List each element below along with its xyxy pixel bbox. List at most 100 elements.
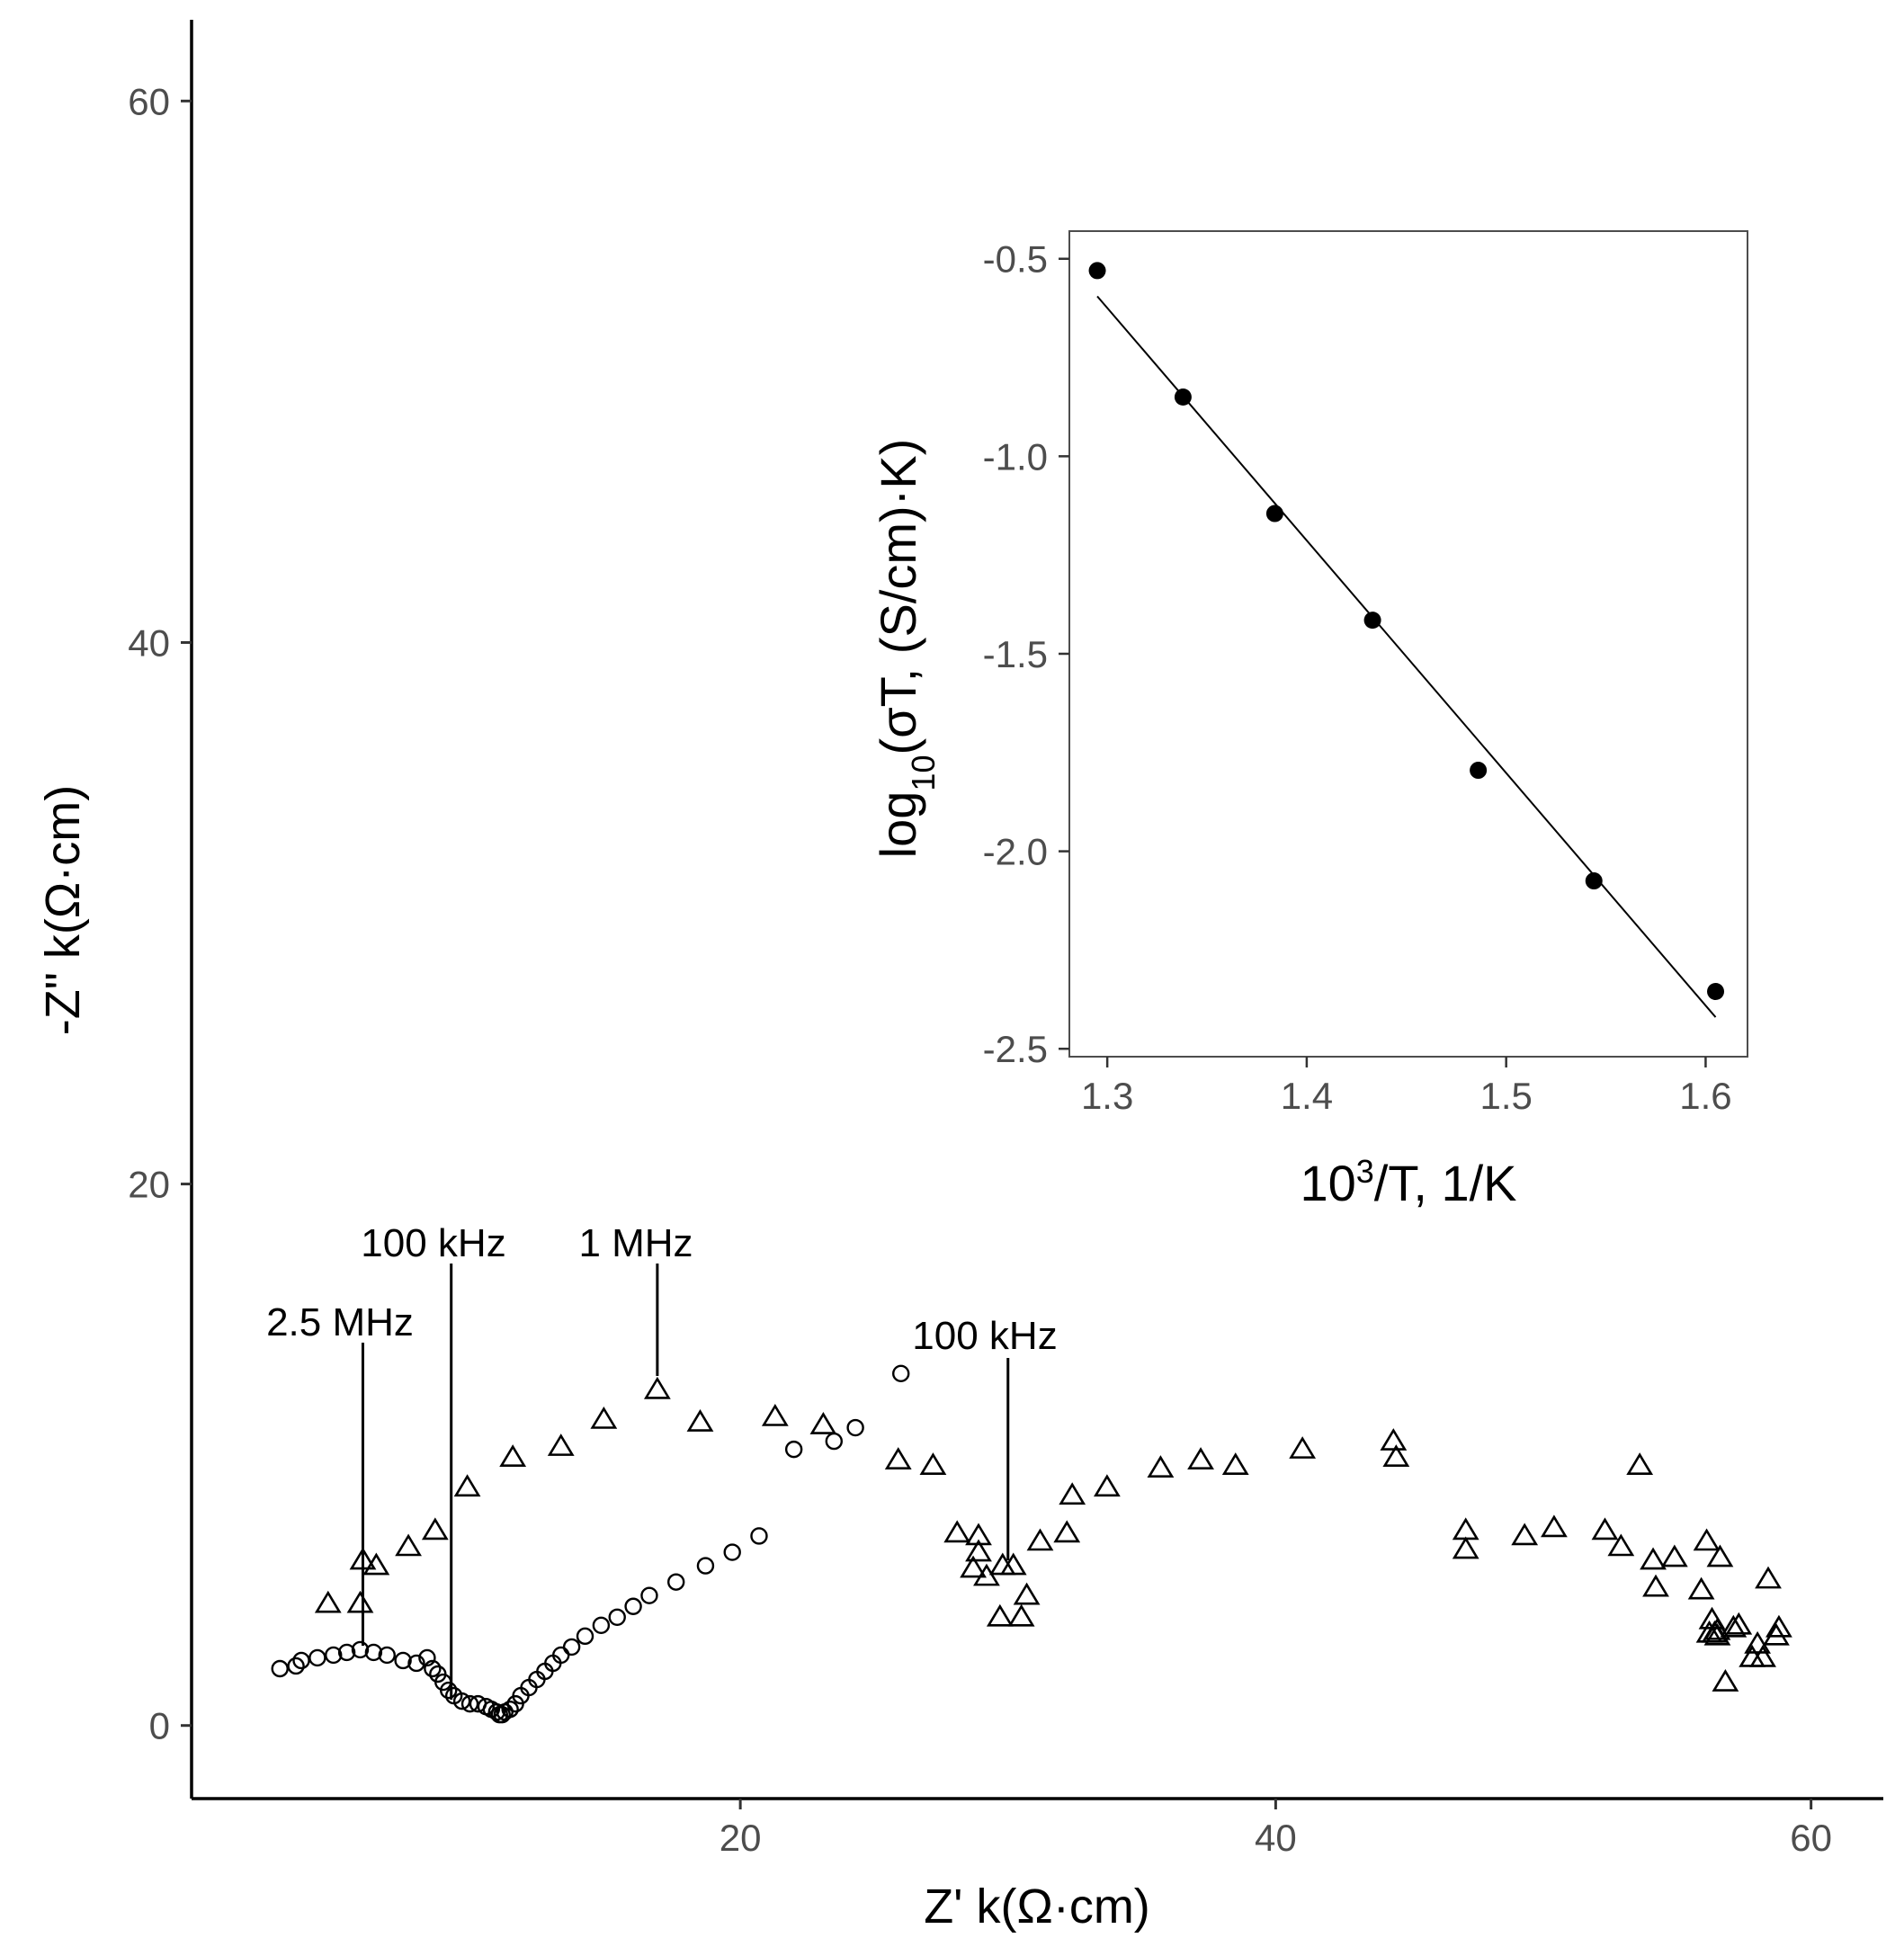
circle-data-point — [364, 1643, 383, 1662]
inset-panel-border — [1068, 230, 1748, 1058]
circle-data-point — [325, 1646, 343, 1665]
triangle-data-point — [1749, 1644, 1776, 1667]
triangle-data-point — [1640, 1547, 1667, 1570]
triangle-data-point — [1187, 1447, 1214, 1469]
triangle-data-point — [1147, 1455, 1175, 1478]
triangle-data-point — [547, 1433, 575, 1456]
inset-fit-line-group — [1096, 295, 1717, 1018]
main-y-ticks: 0 20 40 60 — [128, 80, 192, 1747]
triangle-data-point — [1511, 1523, 1539, 1546]
triangle-data-point — [421, 1517, 449, 1541]
main-y-tick-label: 20 — [128, 1164, 170, 1206]
triangle-data-point — [1452, 1517, 1479, 1541]
triangle-data-point — [1452, 1536, 1479, 1559]
inset-y-tick-label: -0.5 — [983, 238, 1048, 281]
annotation-label: 100 kHz — [361, 1221, 505, 1265]
triangle-data-point — [1221, 1452, 1249, 1475]
triangle-data-point — [1765, 1614, 1792, 1638]
inset-data-point — [1265, 505, 1283, 522]
circle-data-point — [608, 1608, 626, 1626]
triangle-series — [314, 1376, 1792, 1692]
triangle-data-point — [349, 1547, 377, 1570]
triangle-data-point — [965, 1539, 992, 1562]
triangle-data-point — [1703, 1617, 1731, 1640]
annotation-label: 1 MHz — [578, 1221, 693, 1265]
main-y-tick-label: 40 — [128, 621, 170, 664]
triangle-data-point — [1687, 1576, 1715, 1600]
triangle-data-point — [1093, 1474, 1121, 1497]
frequency-annotations: 2.5 MHz 100 kHz 1 MHz 100 kHz — [266, 1221, 1058, 1700]
triangle-data-point — [590, 1406, 618, 1429]
inset-x-axis-title: 103/T, 1/K — [1300, 1153, 1516, 1212]
main-x-tick-label: 40 — [1255, 1817, 1297, 1859]
circle-data-point — [846, 1418, 864, 1437]
triangle-data-point — [884, 1447, 912, 1469]
triangle-data-point — [362, 1552, 390, 1576]
triangle-data-point — [1744, 1630, 1772, 1654]
inset-y-axis-title: log10(σT, (S/cm)·K) — [870, 439, 942, 859]
triangle-data-point — [314, 1590, 342, 1613]
circle-data-point — [892, 1364, 910, 1383]
circle-data-point — [407, 1654, 425, 1673]
circle-data-point — [784, 1440, 803, 1459]
circle-data-point — [750, 1527, 768, 1545]
triangle-data-point — [1626, 1452, 1654, 1475]
inset-y-ticks: -0.5 -1.0 -1.5 -2.0 -2.5 — [983, 238, 1069, 1070]
annotation-label: 100 kHz — [912, 1314, 1057, 1358]
main-x-tick-label: 60 — [1790, 1817, 1832, 1859]
circle-data-point — [418, 1648, 436, 1667]
circle-data-point — [271, 1659, 289, 1678]
inset-data-point — [1174, 388, 1192, 406]
triangle-data-point — [1541, 1514, 1568, 1538]
inset-y-title-rest: (σT, (S/cm)·K) — [870, 439, 926, 755]
triangle-data-point — [453, 1474, 481, 1497]
inset-y-title-subscript: 10 — [905, 755, 942, 791]
inset-fit-line — [1096, 295, 1717, 1018]
triangle-data-point — [809, 1412, 837, 1434]
main-x-ticks: 20 40 60 — [720, 1799, 1832, 1859]
triangle-data-point — [1763, 1622, 1790, 1646]
circle-data-point — [562, 1638, 581, 1657]
triangle-data-point — [1607, 1533, 1635, 1557]
triangle-data-point — [686, 1408, 714, 1432]
triangle-data-point — [986, 1603, 1014, 1627]
inset-x-tick-label: 1.3 — [1081, 1075, 1133, 1117]
triangle-data-point — [1712, 1669, 1739, 1692]
inset-data-points — [1088, 262, 1725, 1001]
triangle-data-point — [1755, 1566, 1782, 1589]
inset-x-title-rest: /T, 1/K — [1374, 1155, 1517, 1211]
circle-data-point — [460, 1694, 479, 1713]
circle-data-point — [308, 1648, 326, 1667]
main-y-tick-label: 0 — [149, 1705, 170, 1747]
inset-data-point — [1585, 872, 1603, 890]
triangle-data-point — [960, 1555, 987, 1578]
inset-x-ticks: 1.3 1.4 1.5 1.6 — [1081, 1057, 1732, 1117]
circle-data-point — [440, 1681, 458, 1700]
triangle-data-point — [965, 1523, 992, 1546]
triangle-data-point — [1059, 1482, 1086, 1505]
main-y-axis-title: -Z" k(Ω·cm) — [36, 785, 90, 1035]
circle-data-point — [452, 1692, 471, 1710]
triangle-data-point — [1693, 1528, 1721, 1551]
circle-data-point — [394, 1651, 412, 1670]
annotation-label: 2.5 MHz — [266, 1300, 414, 1344]
circle-data-point — [287, 1657, 305, 1675]
triangle-data-point — [499, 1444, 527, 1467]
triangle-data-point — [1720, 1614, 1748, 1638]
triangle-data-point — [999, 1552, 1027, 1576]
inset-x-tick-label: 1.6 — [1679, 1075, 1731, 1117]
triangle-data-point — [1660, 1544, 1688, 1567]
triangle-data-point — [1289, 1436, 1317, 1459]
inset-x-title-base: 10 — [1300, 1155, 1355, 1211]
main-x-axis-title: Z' k(Ω·cm) — [924, 1880, 1150, 1934]
triangle-data-point — [1007, 1603, 1035, 1627]
triangle-data-point — [761, 1403, 789, 1426]
main-x-tick-label: 20 — [720, 1817, 762, 1859]
triangle-data-point — [346, 1590, 374, 1613]
inset-y-tick-label: -2.0 — [983, 831, 1048, 873]
circle-data-point — [351, 1640, 370, 1659]
triangle-data-point — [395, 1533, 422, 1557]
inset-y-tick-label: -1.5 — [983, 633, 1048, 675]
circle-data-point — [378, 1646, 396, 1665]
main-y-tick-label: 60 — [128, 80, 170, 122]
